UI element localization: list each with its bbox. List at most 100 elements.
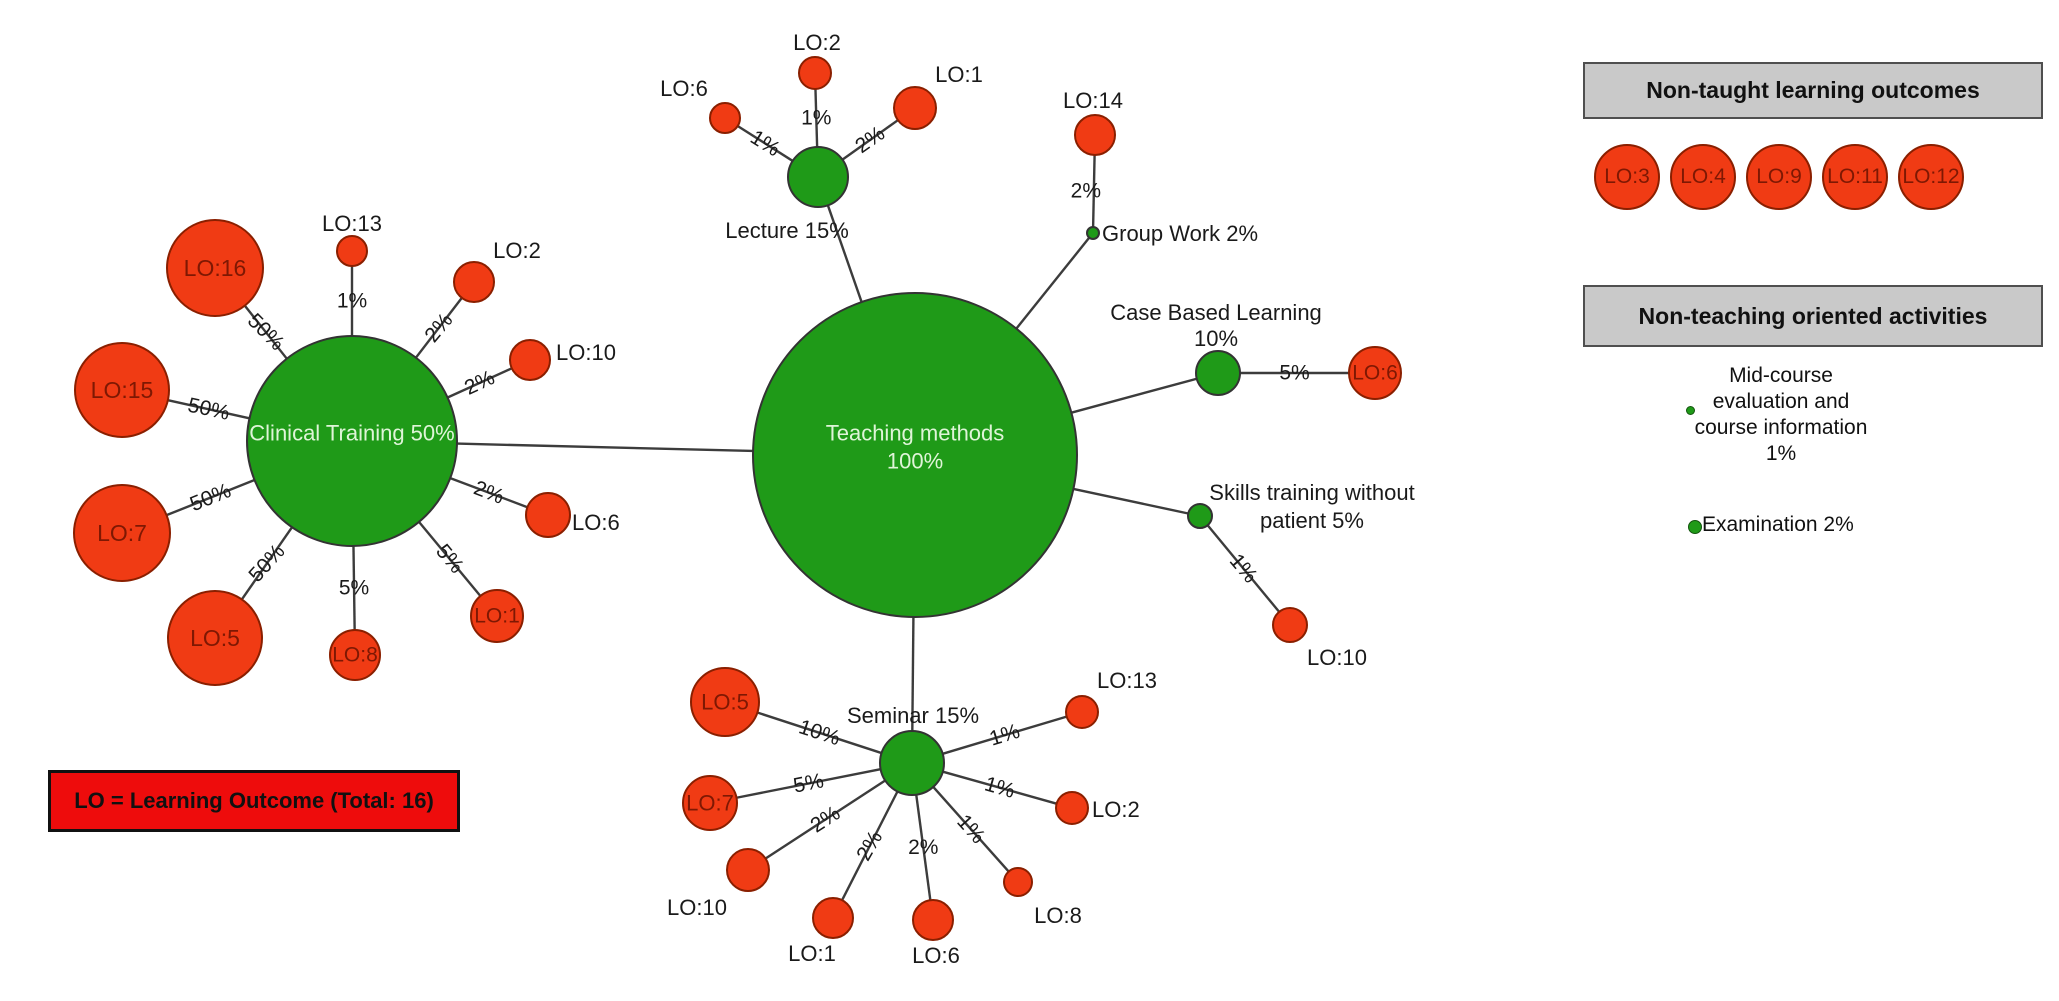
node-label-lo1s: LO:1 [788, 941, 836, 966]
edge-tm-lec [826, 204, 863, 303]
node-lo10sem [726, 848, 770, 892]
node-lo6s [912, 899, 954, 941]
node-lo2c [453, 261, 495, 303]
group-work-title: Group Work 2% [1102, 221, 1258, 246]
edge-label-ct-lo6c: 2% [471, 476, 508, 508]
edge-label-sem-lo10sem: 2% [806, 802, 844, 838]
node-lo5 [167, 590, 263, 686]
node-lo16 [166, 219, 264, 317]
edge-ct-lo10c [447, 367, 513, 399]
node-lo2l [798, 56, 832, 90]
edge-tm-sem [911, 616, 915, 732]
node-label-lo15: LO:15 [91, 377, 154, 403]
edge-sem-lo10sem [764, 779, 886, 860]
node-lo1c [470, 589, 524, 643]
edge-sem-lo5s [756, 711, 882, 755]
node-lo6c [525, 492, 571, 538]
edge-sem-lo1s [841, 790, 899, 901]
node-label-lo7s: LO:7 [686, 791, 734, 816]
node-sem [879, 730, 945, 796]
edge-gw-lo14 [1091, 154, 1096, 228]
node-label-lo2s: LO:2 [1092, 797, 1140, 822]
mid-course-label: Mid-course evaluation and course informa… [1694, 364, 1868, 465]
node-label-lo10c: LO:10 [556, 340, 616, 365]
edge-ct-lo8c [352, 545, 356, 631]
node-label-lo6l: LO:6 [660, 76, 708, 101]
edge-label-ct-lo2c: 2% [420, 309, 457, 347]
legend-outcome-lo9: LO:9 [1746, 144, 1812, 210]
edge-label-lec-lo2l: 1% [801, 107, 831, 130]
node-lo6l [709, 102, 741, 134]
node-label-lo1c: LO:1 [474, 605, 520, 628]
non-taught-header-label: Non-taught learning outcomes [1646, 77, 1980, 103]
node-cb [1195, 350, 1241, 396]
edge-label-lec-lo1l: 2% [851, 122, 889, 158]
edge-lec-lo6l [737, 125, 794, 162]
edge-label-ct-lo13c: 1% [337, 290, 367, 313]
edge-label-ct-lo15: 50% [186, 394, 232, 425]
edge-tm-sk [1073, 487, 1189, 515]
edge-ct-lo15 [167, 399, 250, 420]
node-lo6cb [1348, 346, 1402, 400]
note-box: LO = Learning Outcome (Total: 16) [48, 770, 460, 832]
edge-sem-lo2s [942, 770, 1057, 805]
edge-sem-lo6s [915, 794, 932, 901]
node-lo15 [74, 342, 170, 438]
edge-label-sem-lo2s: 1% [982, 772, 1018, 802]
non-teaching-header-label: Non-teaching oriented activities [1638, 302, 1988, 329]
non-taught-header: Non-taught learning outcomes [1583, 62, 2043, 119]
skills-training-title: patient 5% [1260, 508, 1364, 533]
node-label-lo8c: LO:8 [332, 644, 378, 667]
node-lo7s [682, 775, 738, 831]
node-lec [787, 146, 849, 208]
examination-dot [1688, 520, 1702, 534]
node-label-tm: 100% [887, 449, 943, 474]
edge-lec-lo2l [814, 88, 819, 148]
node-label-lo6s: LO:6 [912, 943, 960, 968]
node-lo8c [329, 629, 381, 681]
edge-label-gw-lo14: 2% [1071, 179, 1101, 202]
legend-outcome-lo3: LO:3 [1594, 144, 1660, 210]
edge-label-ct-lo8c: 5% [339, 576, 369, 599]
node-label-lo5: LO:5 [190, 625, 240, 651]
node-label-lo6cb: LO:6 [1352, 362, 1398, 385]
node-label-lo10sk: LO:10 [1307, 645, 1367, 670]
node-lo8s [1003, 867, 1033, 897]
node-label-lo8s: LO:8 [1034, 903, 1082, 928]
edge-ct-lo16 [243, 304, 288, 360]
node-label-lo2l: LO:2 [793, 30, 841, 55]
examination-label: Examination 2% [1702, 513, 1854, 536]
node-ct [246, 335, 458, 547]
edge-ct-lo1c [418, 521, 482, 597]
node-label-lo2c: LO:2 [493, 238, 541, 263]
edge-ct-lo2c [414, 297, 463, 359]
edge-sem-lo8s [932, 786, 1010, 873]
node-lo13s [1065, 695, 1099, 729]
case-based-learning-title: Case Based Learning [1110, 300, 1322, 325]
legend-outcome-lo12: LO:12 [1898, 144, 1964, 210]
edge-ct-lo6c [449, 476, 528, 509]
node-lo1s [812, 897, 854, 939]
edge-label-cb-lo6cb: 5% [1279, 362, 1309, 385]
edge-label-sem-lo1s: 2% [852, 827, 887, 865]
edge-label-lec-lo6l: 1% [746, 126, 784, 162]
node-label-lo5s: LO:5 [701, 690, 749, 715]
legend-outcome-lo4: LO:4 [1670, 144, 1736, 210]
edge-label-ct-lo16: 50% [243, 309, 289, 355]
non-taught-outcomes-row: LO:3 LO:4 LO:9 LO:11 LO:12 [1594, 144, 1964, 210]
node-label-lo7: LO:7 [97, 520, 147, 546]
node-lo10c [509, 339, 551, 381]
edge-lec-lo1l [841, 119, 899, 161]
node-label-lo14: LO:14 [1063, 88, 1123, 113]
node-label-lo1l: LO:1 [935, 62, 983, 87]
seminar-title: Seminar 15% [847, 703, 979, 728]
node-lo10sk [1272, 607, 1308, 643]
node-lo1l [893, 86, 937, 130]
skills-training-title: Skills training without [1209, 480, 1414, 505]
edge-label-sem-lo7s: 5% [791, 769, 825, 797]
non-teaching-header: Non-teaching oriented activities [1583, 285, 2043, 347]
edge-sem-lo7s [736, 768, 881, 799]
node-label-lo10sem: LO:10 [667, 895, 727, 920]
node-gw [1086, 226, 1100, 240]
